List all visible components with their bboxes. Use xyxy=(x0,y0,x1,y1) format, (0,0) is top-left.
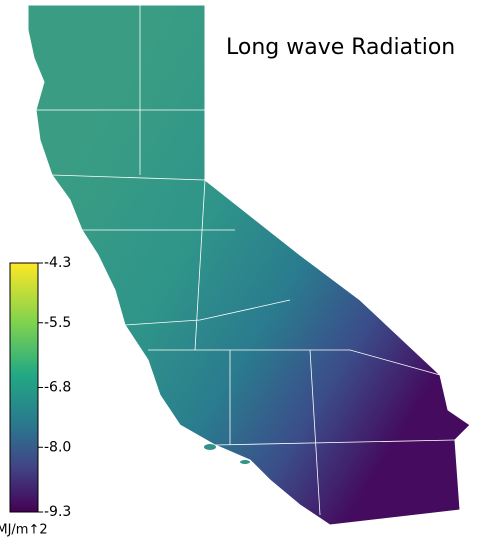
island xyxy=(240,460,250,464)
title: Long wave Radiation xyxy=(226,35,455,60)
island xyxy=(204,444,216,450)
colorbar xyxy=(9,262,39,513)
colorbar-tick-label: -4.3 xyxy=(44,255,71,271)
county-lines xyxy=(36,5,456,516)
colorbar-tick-label: -8.0 xyxy=(44,439,71,455)
colorbar-tick-label: -5.5 xyxy=(44,315,71,331)
colorbar-tick-label: -6.8 xyxy=(44,380,71,396)
colorbar-label: MJ/m↑2 xyxy=(0,523,48,538)
california xyxy=(27,4,471,526)
colorbar-tick-label: -9.3 xyxy=(44,504,71,520)
